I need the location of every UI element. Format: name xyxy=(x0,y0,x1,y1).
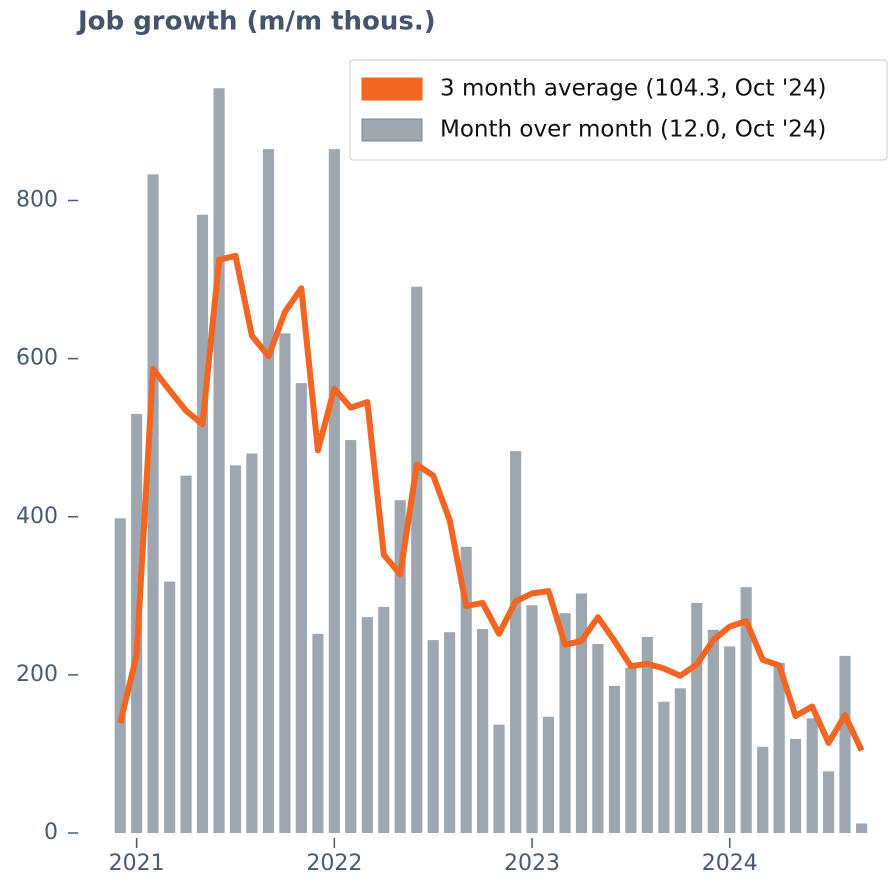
bar xyxy=(625,667,637,833)
bar xyxy=(839,655,851,833)
bar xyxy=(378,606,390,833)
bar xyxy=(559,613,571,833)
bar xyxy=(691,602,703,833)
y-tick-label: 200 xyxy=(16,662,58,687)
bar xyxy=(526,605,538,833)
legend-swatch xyxy=(361,77,423,101)
bar xyxy=(674,688,686,833)
bar xyxy=(823,771,835,833)
bar xyxy=(180,475,192,833)
y-tick-label: 600 xyxy=(16,346,58,371)
bar xyxy=(114,518,126,833)
bar xyxy=(856,823,868,833)
x-tick-label: 2024 xyxy=(702,851,758,876)
bar xyxy=(312,633,324,833)
x-tick-label: 2021 xyxy=(109,851,165,876)
bar xyxy=(477,629,489,833)
x-tick-label: 2023 xyxy=(504,851,560,876)
bar xyxy=(361,617,373,833)
bar xyxy=(790,738,802,833)
bar xyxy=(510,451,522,833)
bar xyxy=(345,440,357,833)
bar xyxy=(724,646,736,833)
bar xyxy=(328,149,340,833)
bar xyxy=(213,88,225,833)
bar xyxy=(229,465,242,833)
bar xyxy=(427,640,439,833)
bar xyxy=(262,149,275,833)
legend-box xyxy=(349,59,888,161)
bar xyxy=(641,636,653,833)
bar xyxy=(460,546,472,833)
bar xyxy=(707,629,719,833)
bar xyxy=(295,383,307,833)
bar xyxy=(806,718,818,833)
bar xyxy=(394,500,406,833)
chart-title: Job growth (m/m thous.) xyxy=(76,7,436,37)
bar xyxy=(757,746,769,833)
legend-label: 3 month average (104.3, Oct '24) xyxy=(440,76,826,102)
bar xyxy=(444,632,456,833)
y-tick-label: 400 xyxy=(16,504,58,529)
bar xyxy=(147,174,159,834)
bar xyxy=(279,333,291,833)
bar xyxy=(740,587,752,833)
bar xyxy=(196,214,209,833)
bar xyxy=(411,286,423,834)
bar xyxy=(658,701,670,833)
legend-label: Month over month (12.0, Oct '24) xyxy=(440,117,826,143)
legend-swatch xyxy=(361,118,423,142)
x-tick-label: 2022 xyxy=(306,851,362,876)
bar xyxy=(773,663,785,833)
bar xyxy=(592,644,604,833)
bar xyxy=(608,685,621,833)
line xyxy=(117,252,865,752)
bar xyxy=(493,724,505,833)
bar xyxy=(246,453,258,833)
bar xyxy=(164,581,176,833)
y-tick-label: 800 xyxy=(16,188,58,213)
bar xyxy=(542,716,555,833)
y-tick-label: 0 xyxy=(44,820,58,845)
bar xyxy=(575,593,588,833)
